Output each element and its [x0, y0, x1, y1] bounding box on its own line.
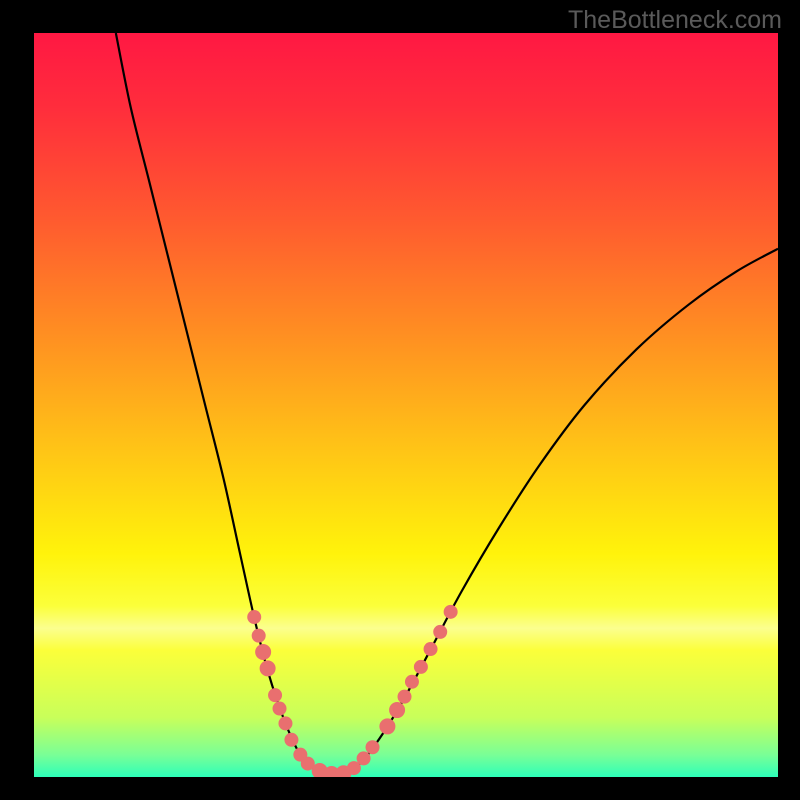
- curve-marker: [268, 688, 282, 702]
- bottleneck-curve-chart: [0, 0, 800, 800]
- chart-frame: TheBottleneck.com: [0, 0, 800, 800]
- curve-marker: [357, 751, 371, 765]
- curve-marker: [255, 644, 271, 660]
- curve-marker: [389, 702, 405, 718]
- curve-marker: [366, 740, 380, 754]
- curve-marker: [278, 716, 292, 730]
- curve-marker: [260, 660, 276, 676]
- curve-marker: [444, 605, 458, 619]
- watermark-text: TheBottleneck.com: [568, 6, 782, 35]
- curve-marker: [252, 629, 266, 643]
- curve-marker: [433, 625, 447, 639]
- curve-marker: [379, 718, 395, 734]
- curve-marker: [405, 675, 419, 689]
- curve-marker: [284, 733, 298, 747]
- curve-marker: [247, 610, 261, 624]
- plot-background: [34, 33, 778, 777]
- curve-marker: [398, 690, 412, 704]
- curve-marker: [414, 660, 428, 674]
- curve-marker: [273, 702, 287, 716]
- curve-marker: [424, 642, 438, 656]
